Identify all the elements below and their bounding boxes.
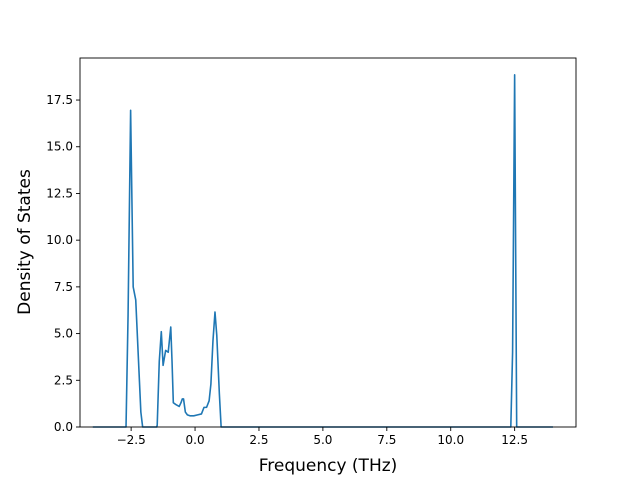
y-tick-label: 17.5 [46, 93, 73, 107]
x-tick-label: 12.5 [501, 433, 528, 447]
y-tick-label: 10.0 [46, 233, 73, 247]
x-tick-label: 7.5 [377, 433, 396, 447]
y-tick-label: 12.5 [46, 186, 73, 200]
y-axis-label: Density of States [15, 169, 35, 315]
y-tick-label: 15.0 [46, 140, 73, 154]
y-tick-label: 0.0 [54, 420, 73, 434]
x-tick-label: 2.5 [249, 433, 268, 447]
plot-background [80, 58, 576, 427]
y-tick-label: 5.0 [54, 327, 73, 341]
x-tick-label: 10.0 [437, 433, 464, 447]
series-line [92, 74, 553, 428]
y-tick-label: 2.5 [54, 373, 73, 387]
x-axis-ticks: −2.5 0.0 2.5 5.0 7.5 10.0 12.5 [117, 427, 528, 447]
x-tick-label: −2.5 [117, 433, 146, 447]
y-axis-ticks: 0.0 2.5 5.0 7.5 10.0 12.5 15.0 17.5 [46, 93, 80, 434]
y-tick-label: 7.5 [54, 280, 73, 294]
x-axis-label: Frequency (THz) [259, 456, 398, 476]
x-tick-label: 0.0 [186, 433, 205, 447]
plot-frame [79, 57, 577, 428]
x-tick-label: 5.0 [313, 433, 332, 447]
